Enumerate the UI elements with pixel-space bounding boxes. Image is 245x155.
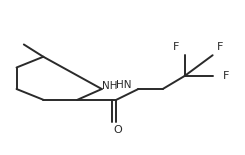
Text: F: F: [172, 42, 179, 52]
Text: NH: NH: [102, 81, 117, 91]
Text: F: F: [222, 71, 229, 81]
Text: O: O: [113, 126, 122, 135]
Text: F: F: [217, 42, 223, 52]
Text: HN: HN: [116, 80, 131, 90]
